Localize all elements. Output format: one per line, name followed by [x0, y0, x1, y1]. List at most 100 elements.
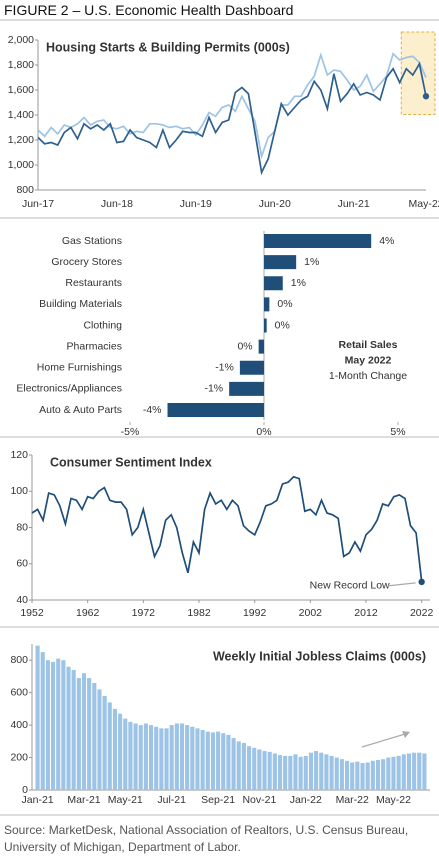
bar	[329, 755, 334, 790]
bar	[360, 763, 365, 790]
bar	[283, 755, 288, 790]
chart-title: Weekly Initial Jobless Claims (000s)	[213, 649, 426, 663]
bar	[200, 729, 205, 790]
bar	[66, 666, 71, 790]
x-tick-label: Jun-17	[22, 198, 54, 210]
y-tick-label: 1,400	[8, 109, 34, 121]
value-label: 1%	[304, 256, 319, 268]
end-point	[418, 578, 425, 586]
x-tick-label: Mar-21	[67, 794, 100, 806]
y-tick-label: 800	[10, 654, 28, 666]
bar	[350, 762, 355, 790]
x-tick-label: May-22	[376, 794, 411, 806]
x-tick-label: 1972	[132, 607, 156, 619]
bar	[102, 695, 107, 790]
y-tick-label: 0	[22, 784, 28, 796]
x-tick-label: Jan-21	[22, 794, 54, 806]
bar	[226, 734, 231, 790]
x-tick-label: Jun-19	[180, 198, 212, 210]
y-tick-label: 400	[10, 719, 28, 731]
x-tick-label: Mar-22	[336, 794, 369, 806]
y-tick-label: 120	[10, 449, 28, 461]
bar	[231, 738, 236, 790]
x-tick-label: Jul-21	[157, 794, 186, 806]
x-tick-label: Nov-21	[242, 794, 276, 806]
bar	[210, 732, 216, 790]
value-label: -4%	[143, 404, 162, 416]
bar	[324, 754, 329, 790]
x-tick-label: Jun-20	[259, 198, 291, 210]
category-label: Grocery Stores	[51, 256, 122, 268]
x-tick-label: Jan-22	[290, 794, 322, 806]
category-label: Auto & Auto Parts	[39, 404, 122, 416]
bar	[154, 726, 159, 790]
x-tick-label: May-21	[108, 794, 143, 806]
x-tick-label: Jun-18	[101, 198, 133, 210]
annotation: Retail Sales	[339, 339, 398, 351]
bar	[118, 713, 123, 790]
y-tick-label: 40	[16, 594, 28, 606]
x-tick-label: May-22	[408, 198, 439, 210]
value-label: 0%	[277, 298, 292, 310]
x-tick-label: 1982	[187, 607, 211, 619]
bar	[236, 741, 241, 790]
bar	[35, 645, 40, 790]
bar	[239, 360, 264, 375]
y-tick-label: 100	[10, 485, 28, 497]
y-tick-label: 1,600	[8, 84, 34, 96]
bar	[319, 752, 324, 790]
bar	[97, 689, 102, 790]
bar	[391, 756, 396, 790]
x-tick-label: -5%	[121, 426, 140, 438]
bar	[143, 723, 148, 790]
bar	[272, 753, 277, 790]
bar	[293, 754, 298, 790]
y-tick-label: 200	[10, 751, 28, 763]
bar	[87, 678, 92, 790]
x-tick-label: 0%	[256, 426, 271, 438]
bar	[169, 725, 174, 790]
bar	[50, 661, 56, 790]
figure-title: FIGURE 2 – U.S. Economic Health Dashboar…	[4, 2, 294, 18]
bar	[396, 755, 401, 790]
bar	[288, 755, 293, 790]
bar	[401, 754, 406, 790]
bar	[355, 761, 360, 790]
x-tick-label: 1962	[76, 607, 100, 619]
bar	[277, 755, 283, 790]
chart-title: Housing Starts & Building Permits (000s)	[46, 40, 290, 54]
bar	[148, 725, 154, 790]
bar	[412, 752, 417, 790]
bar	[258, 339, 264, 354]
bar	[252, 747, 257, 790]
x-tick-label: Sep-21	[201, 794, 235, 806]
bar	[386, 757, 391, 790]
value-label: 0%	[237, 340, 252, 352]
bar	[40, 652, 45, 790]
bar	[174, 723, 179, 790]
bar	[246, 746, 252, 790]
value-label: 0%	[275, 319, 290, 331]
bar	[185, 725, 190, 790]
category-label: Restaurants	[65, 277, 122, 289]
x-tick-label: Jun-21	[338, 198, 370, 210]
bar	[221, 733, 226, 790]
bar	[365, 762, 370, 790]
category-label: Gas Stations	[62, 235, 122, 247]
value-label: 4%	[379, 235, 394, 247]
y-tick-label: 80	[16, 521, 28, 533]
category-label: Clothing	[83, 319, 122, 331]
bar	[164, 728, 169, 790]
bar	[179, 723, 185, 790]
bar	[381, 759, 386, 790]
bar	[344, 760, 350, 790]
trend-arrow	[361, 733, 406, 748]
annotation: 1-Month Change	[329, 370, 407, 382]
bar	[76, 678, 81, 790]
bar	[45, 660, 50, 790]
annotation: New Record Low	[310, 580, 390, 592]
bar	[422, 753, 427, 790]
bar	[56, 658, 61, 790]
